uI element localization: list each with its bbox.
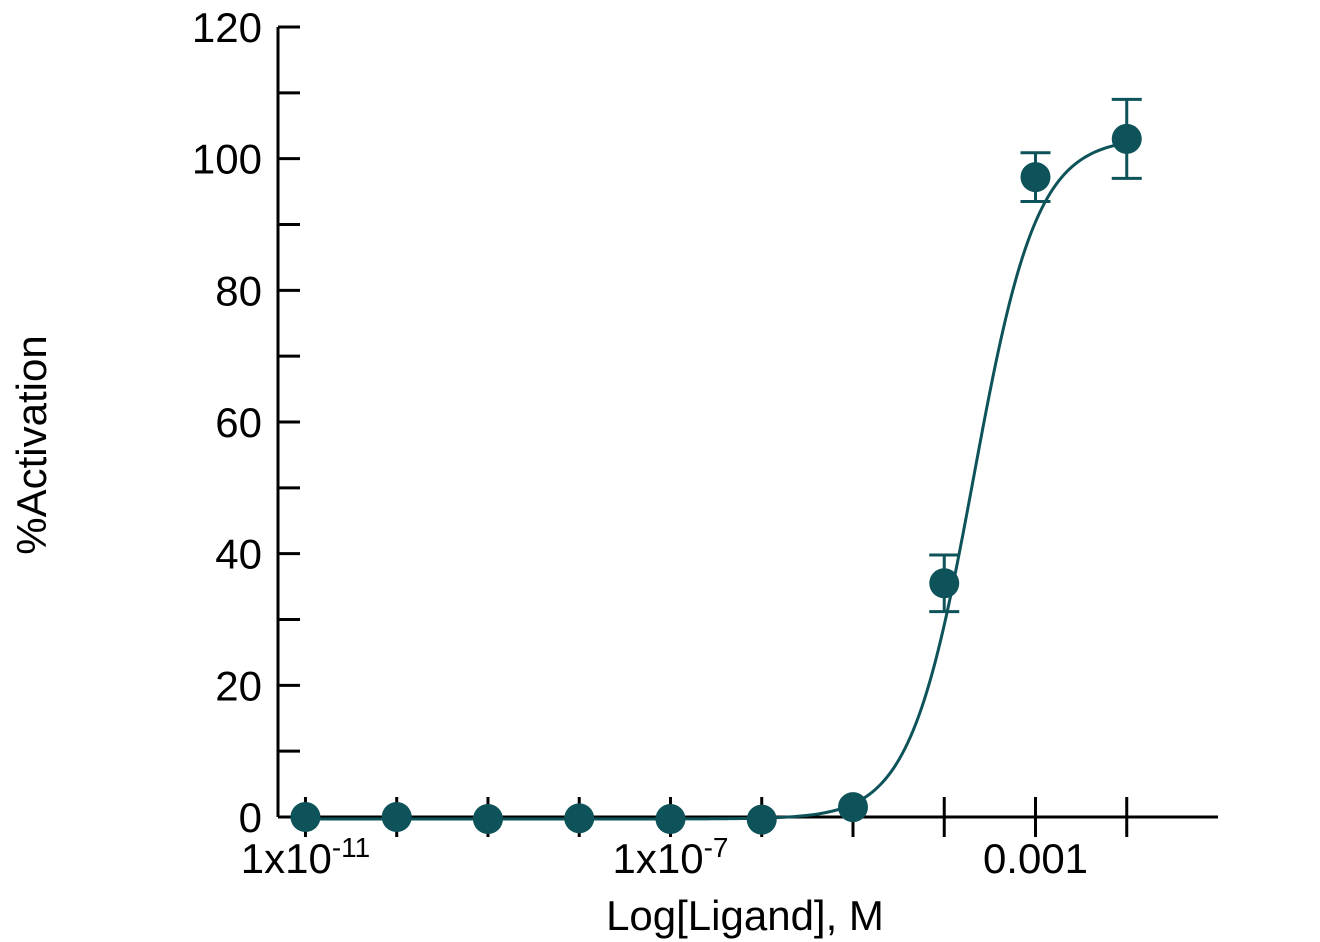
- y-tick-label: 40: [215, 531, 262, 578]
- x-tick-label: 0.001: [983, 835, 1088, 882]
- data-point: [381, 802, 412, 832]
- data-point: [837, 792, 868, 823]
- x-tick-label: 1x10-11: [241, 832, 370, 882]
- data-point: [1020, 162, 1051, 193]
- data-point: [564, 803, 595, 834]
- y-tick-label: 60: [215, 399, 262, 446]
- data-point: [746, 804, 777, 835]
- fit-curve-layer: [305, 141, 1128, 821]
- data-points-layer: [290, 97, 1142, 835]
- fit-curve: [305, 141, 1128, 821]
- y-axis: 0 20 40 60 80 100 120: [192, 4, 300, 841]
- y-tick-label: 80: [215, 267, 262, 314]
- data-point: [655, 803, 686, 834]
- y-tick-label: 0: [239, 794, 262, 841]
- y-tick-label: 120: [192, 4, 262, 51]
- x-axis: 1x10-11 1x10-7 0.001: [241, 797, 1218, 882]
- x-axis-title: Log[Ligand], M: [606, 892, 884, 939]
- data-point: [472, 803, 503, 834]
- y-tick-label: 100: [192, 136, 262, 183]
- x-tick-label: 1x10-7: [612, 832, 728, 882]
- y-tick-label: 20: [215, 662, 262, 709]
- data-point: [1111, 123, 1142, 154]
- y-axis-title: %Activation: [8, 335, 55, 554]
- data-point: [929, 568, 960, 599]
- data-point: [290, 802, 321, 832]
